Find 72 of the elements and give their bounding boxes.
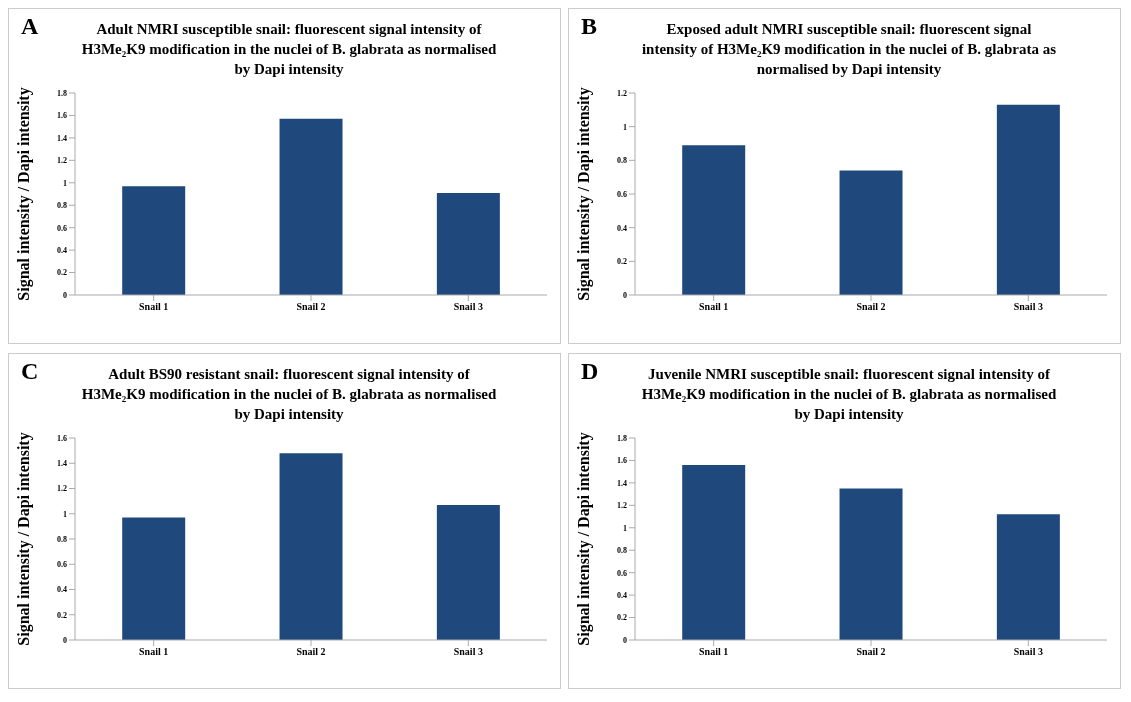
x-tick-label: Snail 3 (453, 646, 483, 658)
y-tick-label: 0 (63, 290, 67, 300)
bar (839, 170, 903, 295)
bar (839, 488, 903, 640)
y-tick-label: 0.2 (57, 610, 67, 620)
bar (682, 464, 746, 640)
bar (122, 186, 186, 295)
x-tick-label: Snail 3 (453, 301, 483, 313)
chart-title: Juvenile NMRI susceptible snail: fluorescent signal intensity of H3Me₂K9 modification in the nuclei of B. glabrata as normalised by Dapi intensity (640, 365, 1058, 424)
y-tick-label: 0 (623, 290, 627, 300)
y-tick-label: 1 (623, 122, 627, 132)
chart-title: Exposed adult NMRI susceptible snail: fluorescent signal intensity of H3Me₂K9 modification in the nuclei of B. glabrata as normalised by Dapi intensity (640, 20, 1058, 79)
bar (436, 192, 500, 295)
bar (682, 145, 746, 295)
bar (996, 104, 1060, 295)
x-tick-label: Snail 2 (856, 646, 886, 658)
y-tick-label: 0 (63, 635, 67, 645)
bar (279, 118, 343, 295)
y-tick-label: 1 (63, 178, 67, 188)
y-tick-label: 0.6 (617, 189, 627, 199)
chart-title: Adult NMRI susceptible snail: fluorescent signal intensity of H3Me₂K9 modification in the nuclei of B. glabrata as normalised by Dapi intensity (80, 20, 498, 79)
x-tick-label: Snail 2 (296, 646, 326, 658)
y-axis-title: Signal intensity / Dapi intensity (574, 432, 593, 646)
y-tick-label: 0.2 (617, 613, 627, 623)
x-tick-label: Snail 3 (1013, 646, 1043, 658)
y-tick-label: 1.2 (57, 156, 67, 166)
text: C (21, 358, 39, 385)
y-tick-label: 0.6 (57, 560, 67, 570)
y-axis-title: Signal intensity / Dapi intensity (574, 87, 593, 301)
x-tick-label: Snail 1 (139, 646, 169, 658)
bar (996, 514, 1060, 640)
y-tick-label: 0.4 (617, 590, 627, 600)
y-tick-label: 0.8 (57, 201, 67, 211)
y-tick-label: 1.8 (57, 88, 67, 98)
y-tick-label: 1.4 (57, 459, 67, 469)
x-tick-label: Snail 1 (699, 646, 729, 658)
bar (122, 517, 186, 640)
x-tick-label: Snail 3 (1013, 301, 1043, 313)
text: D (581, 358, 599, 385)
y-tick-label: 0 (623, 635, 627, 645)
y-tick-label: 1.4 (617, 478, 627, 488)
y-tick-label: 1.2 (617, 88, 627, 98)
text: B (581, 13, 598, 40)
y-tick-label: 0.4 (57, 245, 67, 255)
y-tick-label: 1 (623, 523, 627, 533)
x-tick-label: Snail 2 (856, 301, 886, 313)
y-tick-label: 1 (63, 509, 67, 519)
y-tick-label: 1.4 (57, 133, 67, 143)
y-tick-label: 0.4 (617, 223, 627, 233)
chart-title: Adult BS90 resistant snail: fluorescent signal intensity of H3Me₂K9 modification in the nuclei of B. glabrata as normalised by Dapi intensity (80, 365, 498, 424)
y-tick-label: 1.6 (57, 111, 67, 121)
y-tick-label: 0.2 (57, 268, 67, 278)
y-axis-title: Signal intensity / Dapi intensity (14, 87, 33, 301)
y-tick-label: 0.4 (57, 585, 67, 595)
y-tick-label: 1.2 (57, 484, 67, 494)
y-tick-label: 1.6 (57, 433, 67, 443)
x-tick-label: Snail 1 (699, 301, 729, 313)
y-tick-label: 0.8 (57, 534, 67, 544)
text: A (21, 13, 39, 40)
x-tick-label: Snail 2 (296, 301, 326, 313)
x-tick-label: Snail 1 (139, 301, 169, 313)
y-axis-title: Signal intensity / Dapi intensity (14, 432, 33, 646)
y-tick-label: 0.6 (617, 568, 627, 578)
y-tick-label: 0.8 (617, 156, 627, 166)
y-tick-label: 0.6 (57, 223, 67, 233)
y-tick-label: 1.2 (617, 501, 627, 511)
y-tick-label: 0.2 (617, 257, 627, 267)
bar (279, 453, 343, 640)
y-tick-label: 0.8 (617, 546, 627, 556)
y-tick-label: 1.8 (617, 433, 627, 443)
bar (436, 504, 500, 640)
y-tick-label: 1.6 (617, 456, 627, 466)
